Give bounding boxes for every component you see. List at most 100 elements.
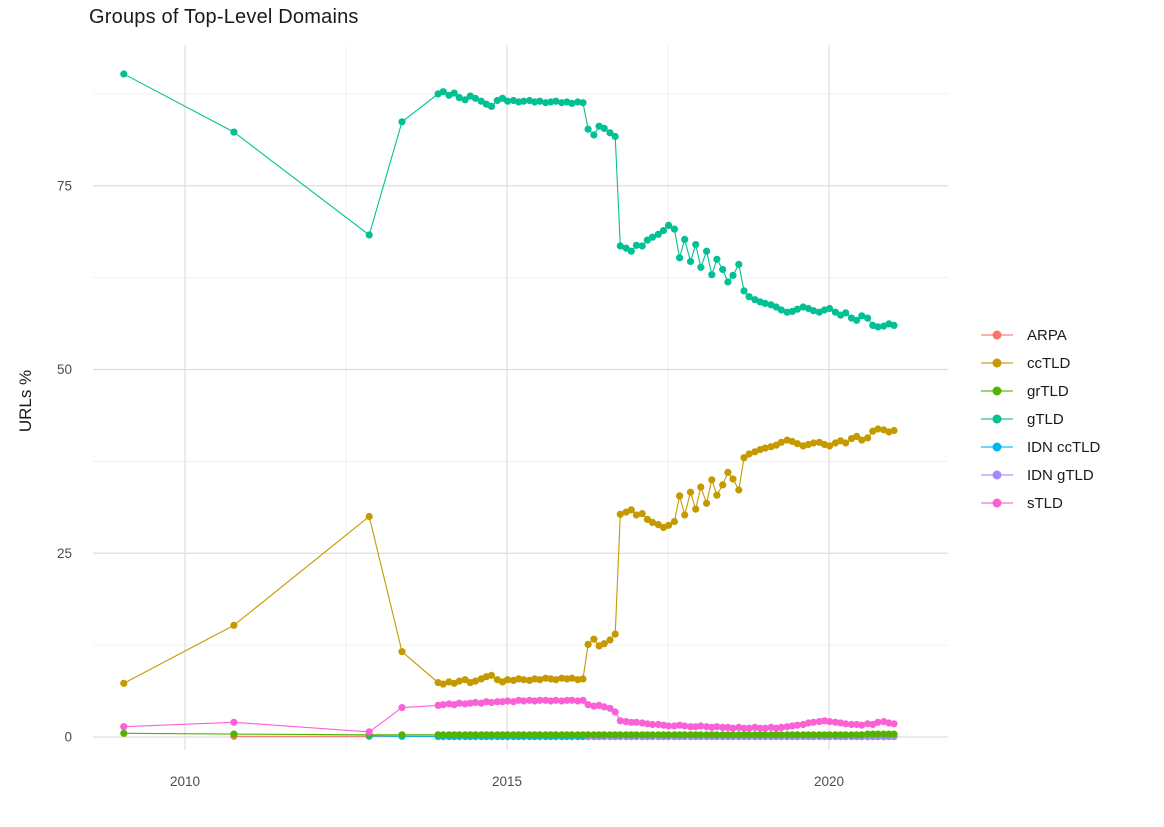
data-point xyxy=(767,731,775,739)
data-point xyxy=(847,720,856,729)
data-point xyxy=(772,731,780,739)
data-point xyxy=(681,511,689,519)
data-point xyxy=(686,723,695,731)
data-point xyxy=(670,518,679,526)
data-point xyxy=(584,731,592,739)
data-point xyxy=(627,247,635,255)
series-gtld xyxy=(120,70,898,331)
data-point xyxy=(558,731,566,739)
data-point xyxy=(692,241,700,249)
data-point xyxy=(616,510,624,518)
data-point xyxy=(890,720,898,728)
data-point xyxy=(487,731,496,739)
data-point xyxy=(493,698,501,706)
series-cctld xyxy=(120,425,898,688)
data-point xyxy=(579,696,587,704)
data-point xyxy=(703,499,711,507)
data-point xyxy=(826,304,834,313)
data-point xyxy=(579,675,587,683)
data-point xyxy=(590,131,598,139)
data-point xyxy=(120,679,128,687)
data-point xyxy=(552,731,560,739)
data-point xyxy=(745,724,753,732)
data-point xyxy=(600,731,608,739)
data-point xyxy=(568,731,576,739)
data-point xyxy=(719,723,727,732)
data-point xyxy=(477,97,485,105)
data-point xyxy=(520,697,528,705)
data-point xyxy=(643,731,652,739)
major-gridlines xyxy=(93,45,948,750)
data-point xyxy=(627,718,635,726)
data-point xyxy=(713,731,721,739)
data-point xyxy=(670,731,679,739)
data-point xyxy=(842,731,850,739)
data-point xyxy=(398,648,406,656)
data-point xyxy=(471,677,479,685)
data-point xyxy=(654,230,662,238)
data-point xyxy=(665,722,673,730)
data-point xyxy=(547,731,555,739)
data-point xyxy=(820,731,829,739)
legend-item-idn-cctld: IDN ccTLD xyxy=(981,439,1101,456)
minor-gridlines xyxy=(93,45,948,750)
data-point xyxy=(450,89,458,97)
data-point xyxy=(515,731,523,739)
data-point xyxy=(793,731,802,739)
data-point xyxy=(735,486,743,494)
data-point xyxy=(659,731,668,739)
data-point xyxy=(826,442,834,450)
data-point xyxy=(777,438,785,446)
y-tick-label: 0 xyxy=(64,730,72,745)
data-point xyxy=(230,718,238,726)
data-point xyxy=(536,676,544,684)
data-point xyxy=(719,481,727,489)
data-point xyxy=(799,731,807,739)
data-point xyxy=(230,621,238,629)
data-point xyxy=(729,475,737,483)
data-point xyxy=(729,724,737,732)
legend-item-grtld: grTLD xyxy=(981,383,1069,400)
legend-item-cctld: ccTLD xyxy=(981,355,1071,372)
data-point xyxy=(874,425,882,433)
data-point xyxy=(809,718,818,726)
data-point xyxy=(826,718,834,726)
data-point xyxy=(584,640,592,649)
legend-label: ccTLD xyxy=(1027,355,1071,372)
data-point xyxy=(804,731,813,739)
data-point xyxy=(815,731,823,739)
data-point xyxy=(606,731,614,739)
data-point xyxy=(858,436,866,444)
data-point xyxy=(665,731,673,739)
data-point xyxy=(703,247,711,255)
data-point xyxy=(681,731,689,739)
data-point xyxy=(756,731,764,739)
data-point xyxy=(531,731,539,739)
data-point xyxy=(606,129,614,137)
data-point xyxy=(783,731,791,739)
data-point xyxy=(869,730,877,738)
data-point xyxy=(365,231,373,239)
y-tick-label: 75 xyxy=(57,178,72,193)
data-point xyxy=(552,676,560,684)
data-point xyxy=(777,723,785,732)
data-point xyxy=(842,439,850,447)
data-point xyxy=(853,731,861,739)
legend-label: ARPA xyxy=(1027,327,1067,344)
data-point xyxy=(611,731,619,739)
data-point xyxy=(606,704,614,712)
data-point xyxy=(761,444,769,452)
data-point xyxy=(676,492,684,500)
data-point xyxy=(120,723,128,731)
data-point xyxy=(697,483,705,491)
data-point xyxy=(230,730,238,738)
data-point xyxy=(648,518,657,527)
data-point xyxy=(487,671,496,679)
legend-label: IDN gTLD xyxy=(1027,467,1094,484)
data-point xyxy=(365,728,373,736)
data-point xyxy=(632,511,641,519)
data-point xyxy=(858,312,866,320)
data-point xyxy=(708,731,716,739)
series-line xyxy=(123,73,895,328)
x-tick-label: 2020 xyxy=(814,774,844,789)
